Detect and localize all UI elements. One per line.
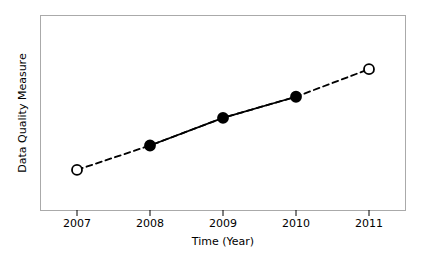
svg-text:2010: 2010 — [282, 217, 310, 230]
svg-text:2007: 2007 — [63, 217, 91, 230]
svg-text:2011: 2011 — [355, 217, 383, 230]
svg-text:2008: 2008 — [136, 217, 164, 230]
svg-text:Time (Year): Time (Year) — [191, 235, 254, 248]
svg-text:Data Quality Measure: Data Quality Measure — [16, 53, 29, 173]
svg-text:2009: 2009 — [209, 217, 237, 230]
